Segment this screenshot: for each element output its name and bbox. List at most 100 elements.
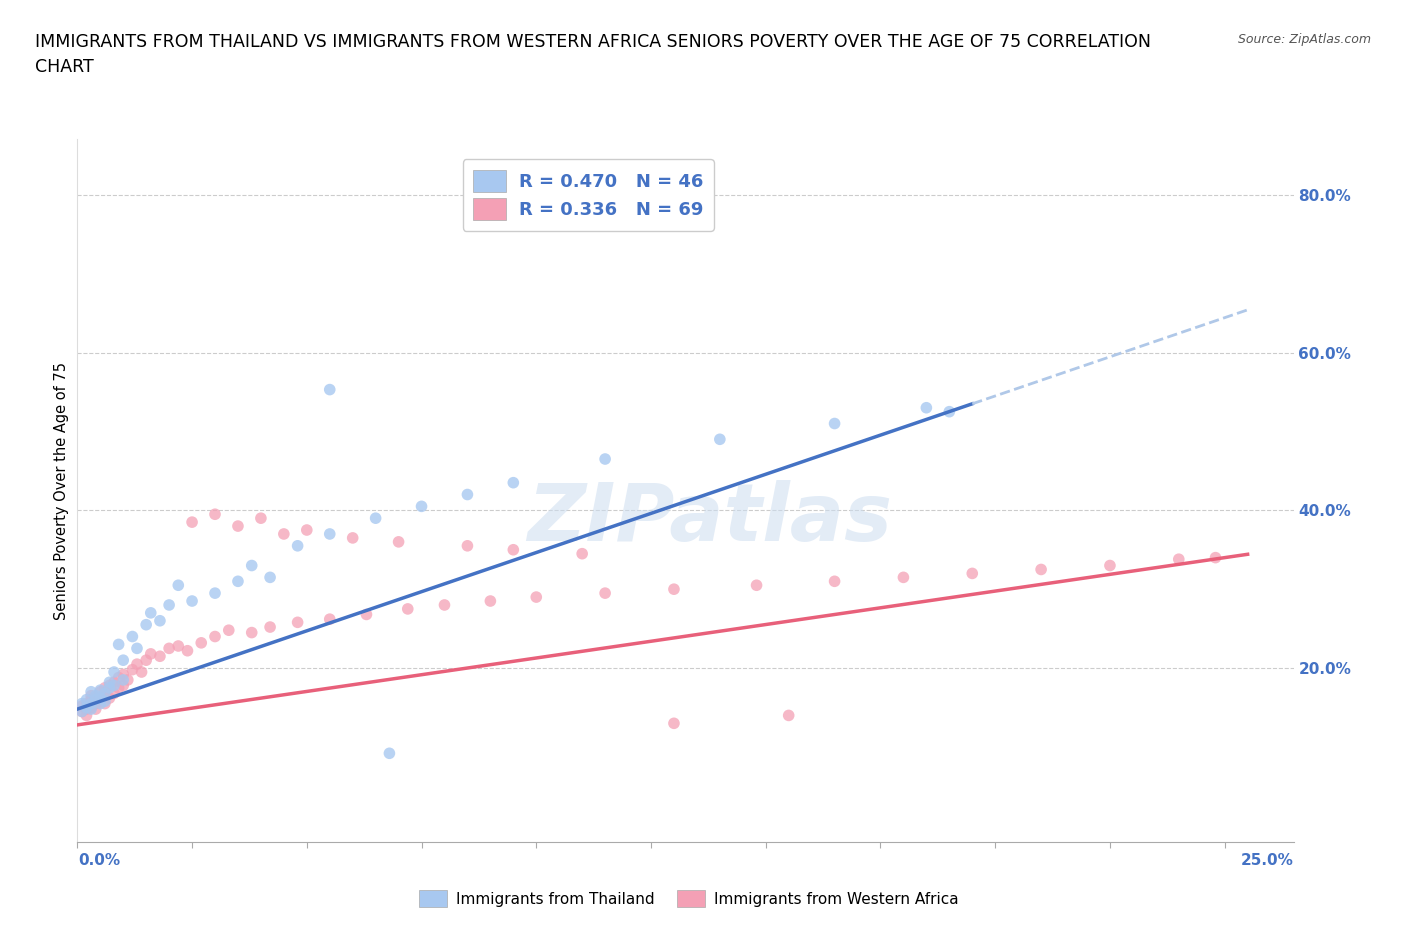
Point (342, 530, 364, 545)
Point (319, 526, 342, 541)
Point (89, 697, 111, 711)
Point (149, 613, 172, 628)
Point (157, 598, 180, 613)
Point (709, 432, 731, 446)
Point (70, 704, 93, 719)
Point (84, 691, 107, 706)
Point (364, 511, 387, 525)
Point (98, 681, 121, 696)
Point (112, 653, 135, 668)
Text: IMMIGRANTS FROM THAILAND VS IMMIGRANTS FROM WESTERN AFRICA SENIORS POVERTY OVER : IMMIGRANTS FROM THAILAND VS IMMIGRANTS F… (35, 33, 1152, 50)
Point (893, 570, 915, 585)
Point (157, 641, 180, 656)
Legend: R = 0.470   N = 46, R = 0.336   N = 69: R = 0.470 N = 46, R = 0.336 N = 69 (463, 159, 714, 231)
Point (1205, 551, 1227, 565)
Point (824, 574, 846, 589)
Point (1029, 562, 1052, 577)
Point (98, 675, 121, 690)
Point (250, 511, 273, 525)
Point (287, 538, 309, 553)
Point (662, 582, 685, 597)
Point (80, 697, 103, 711)
Point (80, 701, 103, 716)
Point (121, 629, 143, 644)
Point (125, 641, 148, 656)
Point (76, 700, 98, 715)
Point (76, 692, 98, 707)
Point (387, 535, 409, 550)
Point (915, 400, 938, 415)
Point (149, 649, 172, 664)
Text: 25.0%: 25.0% (1240, 853, 1294, 868)
Point (94, 697, 117, 711)
Point (1098, 558, 1121, 573)
Point (226, 574, 249, 589)
Point (103, 665, 125, 680)
Point (70, 698, 93, 713)
Point (89, 691, 111, 706)
Point (204, 629, 226, 644)
Text: Source: ZipAtlas.com: Source: ZipAtlas.com (1237, 33, 1371, 46)
Point (80, 684, 103, 699)
Point (176, 644, 198, 658)
Point (218, 623, 240, 638)
Point (411, 498, 433, 513)
Point (94, 686, 117, 701)
Point (259, 619, 281, 634)
Point (938, 405, 960, 419)
Point (662, 716, 685, 731)
Point (524, 590, 547, 604)
Point (112, 678, 135, 693)
Point (167, 578, 190, 592)
Point (745, 578, 768, 592)
Point (98, 678, 121, 693)
Point (181, 593, 204, 608)
Point (84, 692, 107, 707)
Point (502, 542, 524, 557)
Point (479, 593, 502, 608)
Point (94, 688, 117, 703)
Point (80, 700, 103, 715)
Point (121, 662, 143, 677)
Point (80, 692, 103, 707)
Point (824, 416, 846, 431)
Point (84, 697, 107, 711)
Point (226, 519, 249, 534)
Point (240, 625, 263, 640)
Point (107, 637, 129, 652)
Point (190, 635, 212, 650)
Point (84, 701, 107, 716)
Point (593, 586, 616, 601)
Point (94, 694, 117, 709)
Point (131, 665, 153, 680)
Point (962, 566, 984, 581)
Point (89, 683, 111, 698)
Point (139, 646, 162, 661)
Point (139, 605, 162, 620)
Point (89, 684, 111, 699)
Point (240, 558, 263, 573)
Text: ZIPatlas: ZIPatlas (527, 480, 893, 558)
Point (204, 507, 226, 522)
Point (80, 688, 103, 703)
Point (107, 671, 129, 685)
Point (571, 546, 593, 561)
Point (319, 382, 342, 397)
Point (356, 607, 378, 622)
Point (319, 612, 342, 627)
Point (112, 667, 135, 682)
Point (94, 681, 117, 696)
Point (456, 538, 478, 553)
Point (76, 697, 98, 711)
Point (378, 746, 401, 761)
Point (273, 526, 295, 541)
Point (433, 598, 456, 613)
Point (135, 653, 157, 668)
Point (117, 672, 139, 687)
Point (103, 686, 125, 701)
Point (456, 487, 478, 502)
Point (259, 570, 281, 585)
Point (103, 678, 125, 693)
Point (70, 704, 93, 719)
Point (112, 672, 135, 687)
